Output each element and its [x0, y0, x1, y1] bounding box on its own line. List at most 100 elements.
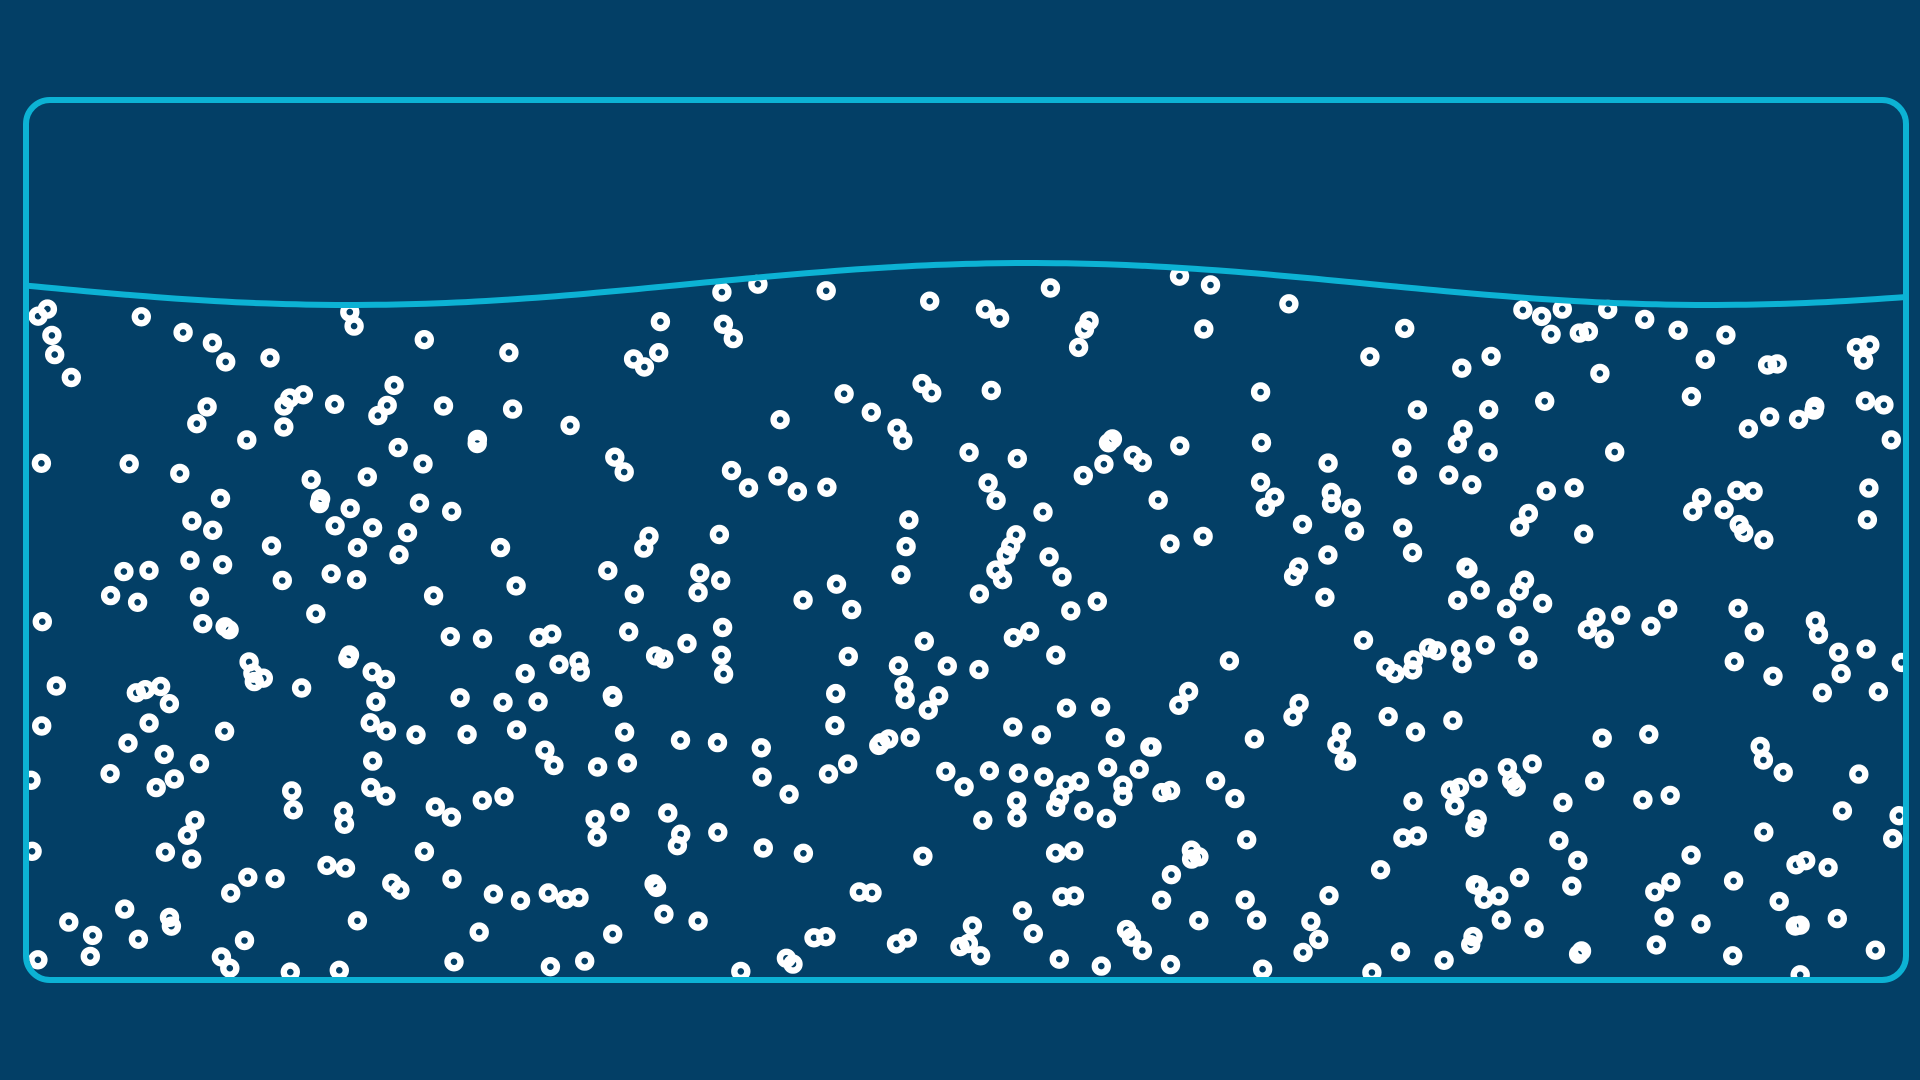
bubble — [1769, 891, 1789, 912]
bubble — [413, 454, 433, 474]
bubble — [119, 454, 139, 474]
bubble — [1470, 580, 1490, 600]
bubble — [587, 827, 607, 847]
bubble — [1427, 641, 1447, 661]
bubble — [1536, 481, 1557, 501]
bubble — [617, 753, 638, 773]
bubble — [274, 417, 294, 437]
bubble — [969, 659, 989, 680]
bubble — [440, 627, 460, 647]
tank-border — [23, 97, 1909, 983]
bubble — [787, 482, 808, 502]
bubble — [1056, 698, 1077, 718]
bubble — [900, 727, 920, 748]
bubble — [1160, 534, 1180, 554]
bubble — [1073, 465, 1094, 486]
bubble — [1462, 475, 1482, 495]
bubble — [834, 384, 854, 404]
bubble — [1767, 354, 1787, 374]
bubble — [1594, 629, 1615, 649]
bubble — [1468, 876, 1488, 896]
bubble — [649, 343, 669, 363]
bubble — [826, 574, 847, 594]
bubble — [817, 477, 837, 497]
bubble — [1068, 337, 1089, 358]
bubble — [1181, 849, 1202, 869]
bubble — [1681, 845, 1701, 865]
bubble — [515, 663, 535, 684]
bubble — [670, 730, 691, 750]
bubble — [425, 797, 445, 817]
bubble — [1161, 865, 1182, 885]
bubble — [585, 809, 605, 830]
bubble — [528, 692, 548, 712]
bubble — [210, 488, 231, 509]
bubble — [610, 802, 630, 822]
bubble — [317, 855, 337, 876]
bubble — [29, 950, 48, 970]
bubble — [708, 822, 728, 842]
bubble — [1283, 566, 1304, 587]
bubble — [770, 410, 790, 430]
bubble — [1827, 908, 1848, 929]
bubble — [325, 516, 345, 536]
bubble — [1385, 663, 1405, 684]
bubble — [614, 722, 635, 742]
bubble — [159, 907, 180, 928]
bubble — [1661, 872, 1681, 892]
bubble — [1728, 598, 1748, 619]
bubble — [1509, 867, 1530, 888]
bubble — [182, 511, 202, 531]
bubble — [1392, 438, 1412, 458]
bubble — [654, 904, 674, 924]
bubble — [173, 322, 193, 343]
bubble — [215, 617, 235, 637]
bubble — [1541, 324, 1561, 344]
bubble — [1129, 759, 1149, 779]
bubble — [861, 402, 881, 422]
bubble — [1714, 500, 1734, 520]
bubble — [1788, 409, 1809, 430]
bubble — [82, 925, 103, 946]
bubble — [1668, 320, 1688, 340]
bubble — [510, 891, 531, 911]
bubble — [690, 563, 710, 583]
bubble — [918, 700, 938, 720]
bubble — [1889, 806, 1903, 826]
bubble — [1390, 942, 1411, 962]
bubble — [1818, 857, 1838, 878]
bubble — [506, 576, 526, 596]
bubble — [389, 545, 409, 565]
bubble — [602, 685, 622, 706]
bubble — [366, 692, 386, 712]
bubble — [1868, 682, 1889, 702]
bubble — [1264, 487, 1285, 507]
bubble — [1403, 791, 1423, 812]
bubble — [989, 308, 1010, 328]
bubble — [1402, 543, 1423, 563]
bubble — [1378, 706, 1398, 727]
bubble — [1344, 521, 1365, 541]
bubble — [712, 617, 733, 638]
bubble — [959, 442, 979, 463]
bubble — [1691, 488, 1712, 508]
bubble — [1403, 650, 1424, 670]
bubble — [433, 396, 454, 416]
bubble — [1724, 652, 1745, 672]
bubble — [238, 867, 258, 887]
bubble — [1857, 510, 1878, 530]
bubble — [1549, 831, 1569, 851]
bubble — [1087, 591, 1108, 612]
bubble — [375, 669, 396, 690]
bubble — [423, 586, 444, 606]
bubble — [1524, 918, 1544, 939]
bubble — [1763, 666, 1783, 686]
bubble — [1235, 890, 1255, 910]
bubble — [1046, 645, 1066, 665]
bubble — [180, 550, 200, 571]
bubble — [1301, 911, 1321, 932]
bubble — [614, 462, 634, 482]
bubble — [711, 645, 732, 665]
bubble — [189, 587, 210, 607]
bubble — [1444, 796, 1465, 816]
